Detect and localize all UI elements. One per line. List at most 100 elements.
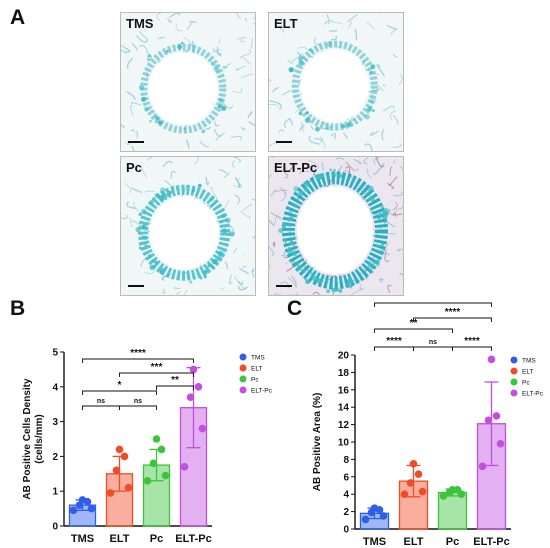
significance-bracket xyxy=(413,317,492,322)
airway-lumen xyxy=(150,196,219,269)
goblet-cell xyxy=(364,114,370,120)
goblet-cell xyxy=(381,248,385,252)
tissue-fiber xyxy=(221,101,234,109)
goblet-cell xyxy=(338,173,343,178)
y-axis-label: AB Positive Area (%) xyxy=(312,393,323,492)
goblet-cell xyxy=(138,212,142,216)
significance-label: **** xyxy=(464,336,480,347)
data-point xyxy=(124,483,133,492)
significance-label: ** xyxy=(171,375,179,386)
tissue-fiber xyxy=(384,250,390,262)
goblet-cell xyxy=(180,41,184,45)
goblet-cell xyxy=(217,104,222,109)
tissue-fiber xyxy=(144,268,156,274)
tissue-fiber xyxy=(329,19,343,24)
goblet-cell xyxy=(158,120,163,125)
y-tick-label: 2 xyxy=(343,507,349,518)
tissue-fiber xyxy=(330,132,337,140)
data-point xyxy=(106,489,115,497)
goblet-cell xyxy=(144,244,148,248)
tissue-fiber xyxy=(299,124,305,131)
tissue-fiber xyxy=(283,171,289,179)
goblet-cell xyxy=(158,194,165,201)
goblet-cell xyxy=(161,267,164,270)
data-point xyxy=(361,515,370,524)
tissue-fiber xyxy=(232,88,243,94)
tissue-fiber xyxy=(310,125,314,131)
tissue-fiber xyxy=(366,168,372,179)
significance-label: **** xyxy=(445,307,461,318)
data-point xyxy=(379,512,388,520)
x-category-label: Pc xyxy=(150,533,163,545)
tissue-fiber xyxy=(175,23,183,32)
airway-lumen xyxy=(149,52,218,125)
goblet-cell xyxy=(329,168,332,171)
tissue-fiber xyxy=(366,22,376,31)
x-category-label: Pc xyxy=(446,536,459,548)
tissue-fiber xyxy=(237,178,242,187)
data-point xyxy=(400,490,409,498)
goblet-cell xyxy=(293,203,298,208)
micrograph-pc-image xyxy=(121,157,255,295)
legend-label: Pc xyxy=(522,380,530,387)
tissue-fiber xyxy=(166,17,172,23)
data-point xyxy=(161,471,170,480)
tissue-fiber xyxy=(393,53,398,58)
goblet-cell xyxy=(298,60,304,66)
tissue-fiber xyxy=(238,280,243,285)
tissue-fiber xyxy=(248,121,255,127)
tissue-fiber xyxy=(379,278,385,283)
goblet-cell xyxy=(291,262,294,265)
data-point xyxy=(484,416,493,425)
tissue-fiber xyxy=(331,35,338,41)
tissue-fiber xyxy=(400,166,403,172)
tissue-fiber xyxy=(364,143,373,151)
data-point xyxy=(414,470,423,478)
goblet-cell xyxy=(207,263,212,268)
y-tick-label: 5 xyxy=(52,348,58,359)
data-point xyxy=(143,476,152,485)
goblet-cell xyxy=(221,105,227,111)
tissue-fiber xyxy=(287,59,293,64)
y-tick-label: 1 xyxy=(52,487,58,498)
goblet-cell xyxy=(293,186,299,192)
tissue-fiber xyxy=(125,141,131,145)
y-tick-label: 4 xyxy=(52,382,58,393)
tissue-fiber xyxy=(210,186,218,199)
goblet-cell xyxy=(331,172,336,177)
tissue-fiber xyxy=(332,292,335,295)
tissue-fiber xyxy=(353,167,359,171)
tissue-fiber xyxy=(321,162,324,171)
tissue-fiber xyxy=(215,132,226,141)
goblet-cell xyxy=(165,193,170,197)
tissue-fiber xyxy=(377,84,384,92)
goblet-cell xyxy=(144,107,149,112)
tissue-fiber xyxy=(250,38,253,50)
goblet-cell xyxy=(229,231,235,237)
y-axis-label: (cells/mm) xyxy=(34,414,45,463)
legend-marker xyxy=(510,378,518,386)
goblet-cell xyxy=(209,197,214,201)
goblet-cell xyxy=(296,193,299,197)
legend-label: TMS xyxy=(522,358,536,365)
legend-label: ELT-Pc xyxy=(522,391,544,398)
significance-label: **** xyxy=(425,298,441,303)
data-point xyxy=(115,445,124,454)
tissue-fiber xyxy=(382,84,386,87)
tissue-fiber xyxy=(183,37,195,49)
tissue-fiber xyxy=(224,261,229,270)
goblet-cell xyxy=(189,280,193,284)
tissue-fiber xyxy=(367,89,380,93)
x-category-label: ELT xyxy=(404,536,424,548)
legend-marker xyxy=(510,367,518,375)
goblet-cell xyxy=(288,223,292,227)
goblet-cell xyxy=(377,217,381,221)
goblet-cell xyxy=(326,41,332,47)
significance-bracket xyxy=(82,358,194,363)
tissue-fiber xyxy=(170,170,176,179)
goblet-cell xyxy=(326,127,330,131)
goblet-cell xyxy=(300,268,306,274)
tissue-fiber xyxy=(354,28,358,41)
tissue-fiber xyxy=(131,42,138,51)
significance-label: **** xyxy=(130,348,146,359)
